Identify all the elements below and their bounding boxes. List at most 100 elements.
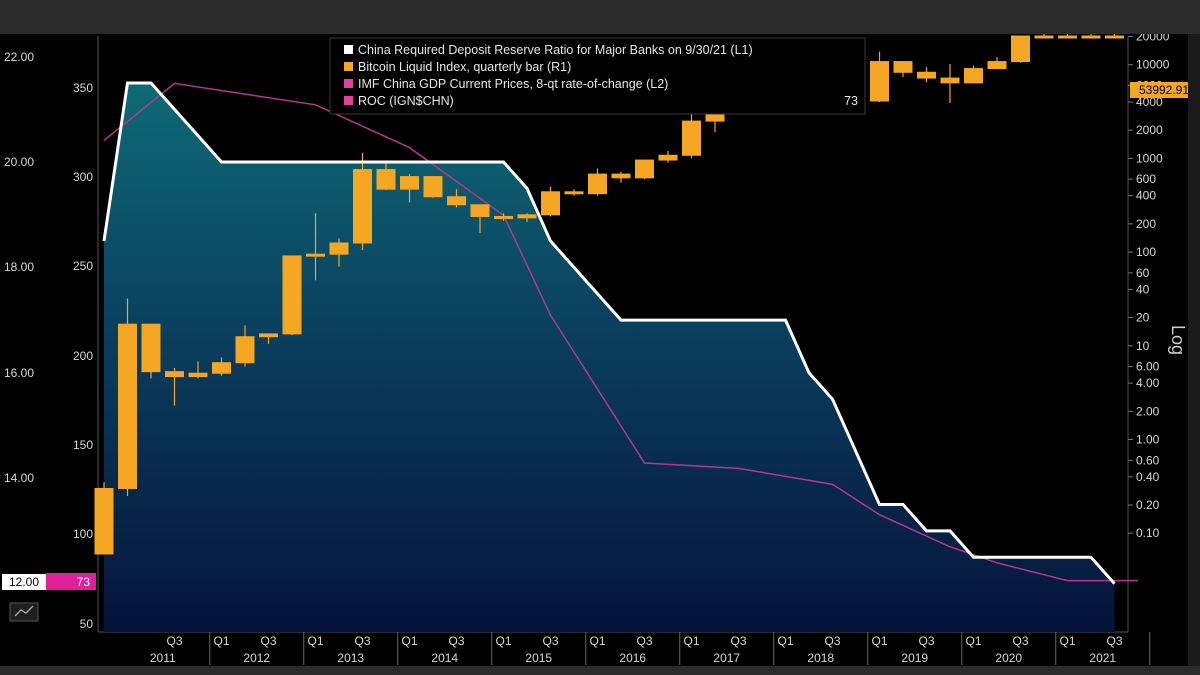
right-axis-label: Log (1168, 325, 1188, 355)
bitcoin-candle-body (588, 173, 607, 195)
x-axis-quarter-label: Q3 (1012, 634, 1028, 648)
chart-mini-icon-glyph (14, 605, 34, 617)
bitcoin-candle-body (282, 255, 302, 335)
x-axis-year-label: 2015 (525, 651, 552, 665)
bitcoin-candle-body (611, 173, 631, 179)
bitcoin-candle-body (564, 191, 584, 195)
right-axis-tick-label: 60 (1136, 266, 1150, 280)
x-axis-quarter-label: Q3 (824, 634, 840, 648)
legend: China Required Deposit Reserve Ratio for… (329, 37, 866, 115)
x-axis-quarter-label: Q1 (683, 634, 699, 648)
bitcoin-candle-body (517, 214, 537, 219)
right-axis-tick-label: 10000 (1136, 58, 1170, 72)
bitcoin-candle-body (353, 169, 372, 244)
bitcoin-candle-body (423, 176, 443, 198)
x-axis-year-label: 2013 (337, 651, 364, 665)
right-axis-tick-label: 400 (1136, 189, 1156, 203)
right-axis-tick-label: 100 (1136, 245, 1156, 259)
right-axis-tick-label: 200 (1136, 217, 1156, 231)
legend-label-reserve: China Required Deposit Reserve Ratio for… (358, 43, 753, 57)
bitcoin-candle-body (94, 487, 114, 555)
bitcoin-candle-body (1058, 35, 1077, 39)
left-axis-2-tick: 50 (80, 617, 94, 631)
chart: 22.00 20.00 18.00 16.00 14.00 350 300 25… (0, 34, 1188, 666)
bitcoin-candle-body (165, 371, 184, 378)
rrr-value-text: 12.00 (9, 575, 39, 589)
bitcoin-candle-body (940, 77, 960, 84)
right-axis-tick-label: 0.40 (1136, 470, 1160, 484)
x-axis-year-label: 2021 (1089, 651, 1116, 665)
x-axis-quarter-label: Q3 (730, 634, 746, 648)
x-axis-quarter-label: Q1 (213, 634, 229, 648)
right-axis-tick-label: 0.10 (1136, 526, 1160, 540)
x-axis-quarter-label: Q3 (260, 634, 276, 648)
bitcoin-candle-body (917, 71, 936, 79)
left-axis-1-tick: 16.00 (4, 366, 34, 380)
right-axis-tick-label: 1000 (1136, 151, 1163, 165)
rrr-value-tag (2, 574, 46, 590)
bitcoin-candle-body (1105, 35, 1124, 39)
bitcoin-candle-body (1081, 35, 1101, 39)
right-axis-tick-label: 10 (1136, 339, 1150, 353)
x-axis-year-label: 2016 (619, 651, 646, 665)
legend-swatch-bitcoin (344, 62, 353, 71)
right-axis-tick-label: 600 (1136, 172, 1156, 186)
bitcoin-candle-body (447, 196, 466, 206)
right-axis-tick-label: 4000 (1136, 95, 1163, 109)
x-axis-quarter-label: Q1 (1059, 634, 1075, 648)
bitcoin-candle-body (259, 333, 278, 338)
x-axis-year-label: 2020 (995, 651, 1022, 665)
bitcoin-candle-body (188, 372, 208, 378)
x-axis-year-label: 2018 (807, 651, 834, 665)
bitcoin-candle-body (329, 242, 349, 255)
bitcoin-candle-body (658, 154, 678, 161)
x-axis-quarter-label: Q1 (495, 634, 511, 648)
legend-swatch-reserve (344, 45, 353, 54)
left-axis-1-tick: 18.00 (4, 260, 34, 274)
x-axis-quarter-label: Q1 (307, 634, 323, 648)
x-axis: Q3 Q1 Q3 Q1 Q3 Q1 Q3 Q1 Q3 Q1 Q3 Q1 Q3 Q1 Q3 Q1 Q3 Q1 Q3 Q1… (150, 632, 1151, 665)
x-axis-quarter-label: Q3 (542, 634, 558, 648)
x-axis-year-label: 2017 (713, 651, 740, 665)
x-axis-quarter-label: Q1 (871, 634, 887, 648)
left-axis-1-group: 22.00 20.00 18.00 16.00 14.00 (4, 50, 34, 485)
bitcoin-candle-body (1011, 35, 1030, 63)
legend-box (329, 37, 866, 115)
left-axis-2-tick: 200 (73, 349, 93, 363)
right-scroll-strip (1188, 34, 1200, 666)
legend-label-bitcoin: Bitcoin Liquid Index, quarterly bar (R1) (358, 60, 571, 74)
right-axis-tick-label: 0.20 (1136, 498, 1160, 512)
bitcoin-candle-body (964, 68, 983, 84)
right-axis-tick-label: 20000 (1136, 34, 1170, 43)
right-axis-tick-label: 40 (1136, 282, 1150, 296)
left-axis-2-tick: 100 (73, 527, 93, 541)
bitcoin-candle-body (635, 159, 654, 179)
x-axis-year-label: 2014 (431, 651, 458, 665)
bitcoin-candle-body (893, 61, 913, 73)
chart-mini-icon[interactable] (9, 602, 39, 622)
x-axis-quarter-label: Q1 (401, 634, 417, 648)
legend-value-roc: 73 (844, 94, 858, 108)
right-axis-tick-label: 6.00 (1136, 360, 1160, 374)
bitcoin-candle-body (682, 120, 701, 156)
roc-value-tag (46, 573, 96, 590)
x-axis-quarter-label: Q1 (777, 634, 793, 648)
legend-swatch-roc (344, 96, 353, 105)
bitcoin-candle-body (1034, 35, 1054, 39)
bitcoin-candle-body (118, 323, 137, 489)
left-axis-1-tick: 22.00 (4, 50, 34, 64)
legend-swatch-gdp (344, 79, 353, 88)
right-axis-tick-label: 4.00 (1136, 376, 1160, 390)
btc-value-tag (1130, 82, 1188, 98)
left-axis-1-tick: 14.00 (4, 471, 34, 485)
roc-value-text: 73 (77, 575, 91, 589)
legend-label-roc: ROC (IGN$CHN) (358, 94, 454, 108)
bitcoin-candle-body (987, 61, 1007, 70)
reserve-ratio-line (102, 81, 1116, 585)
bitcoin-candle-body (141, 323, 161, 373)
x-axis-year-label: 2011 (150, 651, 176, 665)
left-axis-2-group: 350 300 250 200 150 100 50 (73, 81, 93, 631)
x-axis-quarter-label: Q3 (354, 634, 370, 648)
left-axis-2-tick: 300 (73, 170, 93, 184)
left-axis-1-tick: 20.00 (4, 155, 34, 169)
